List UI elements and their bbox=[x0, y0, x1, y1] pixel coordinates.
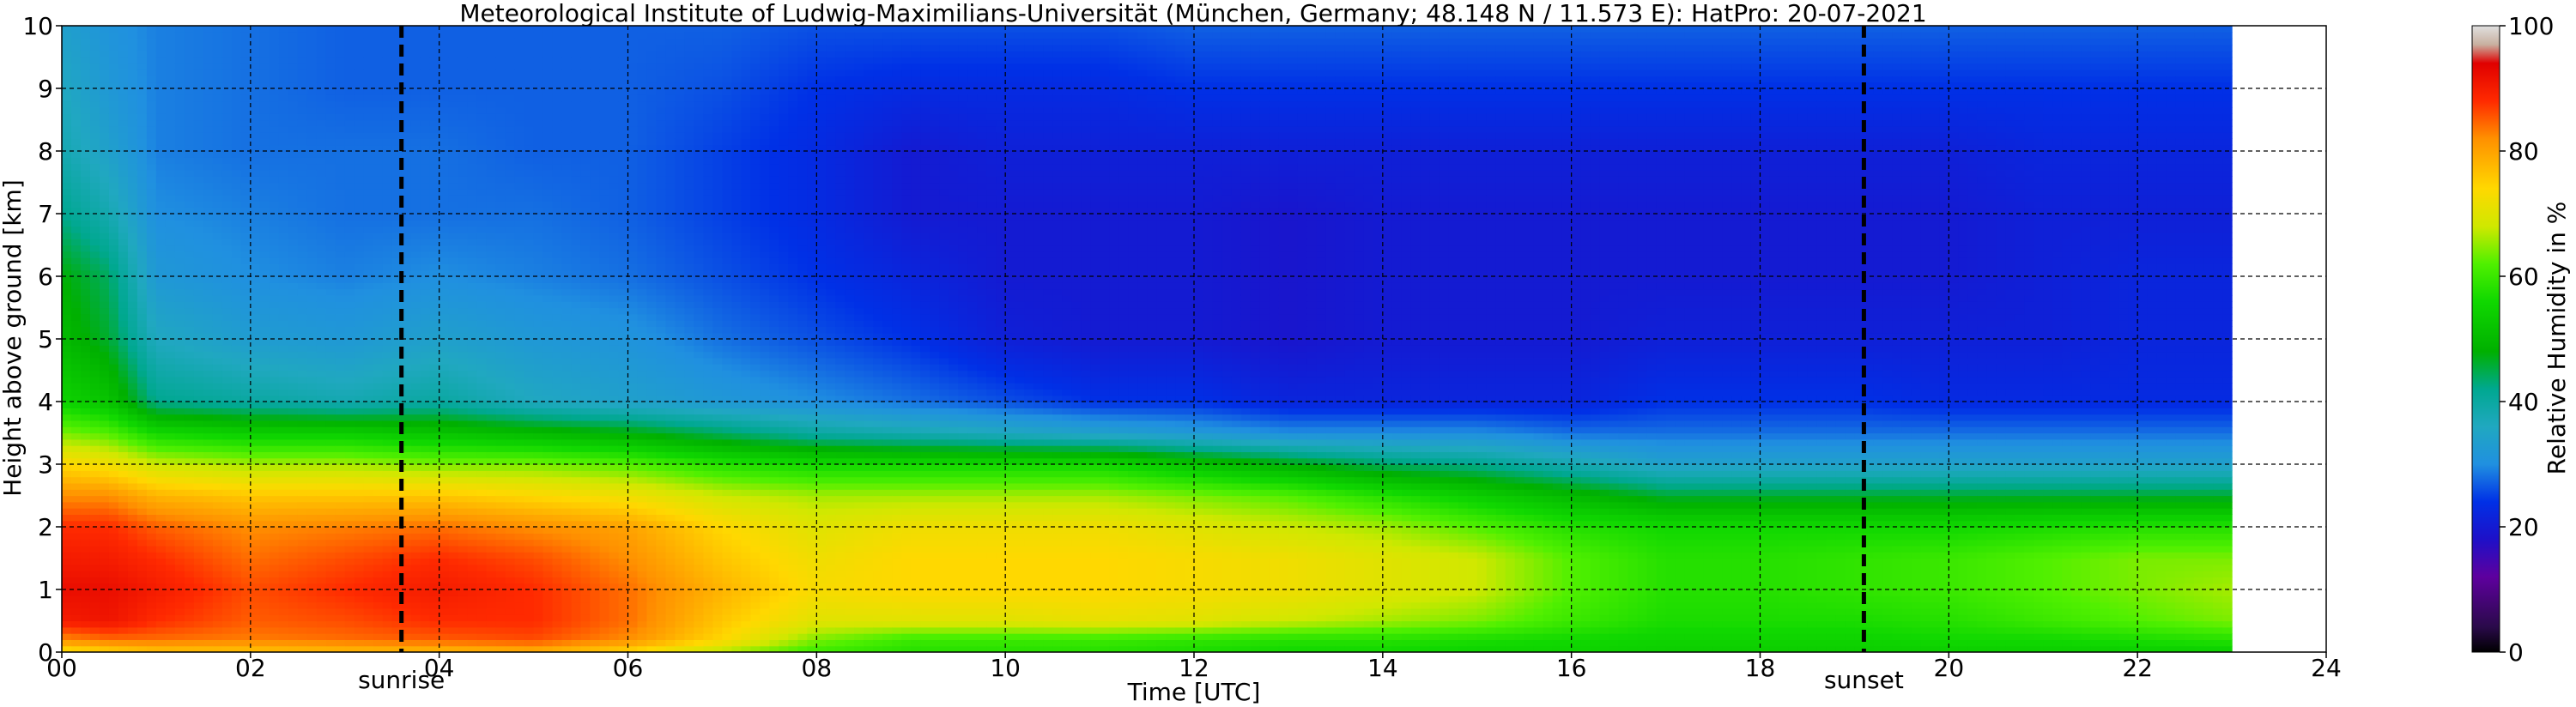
colorbar-ticks: 0 20 40 60 80 100 bbox=[2500, 12, 2554, 667]
colorbar-label: Relative Humidity in % bbox=[2543, 202, 2571, 475]
x-tick-label: 02 bbox=[235, 654, 266, 682]
event-markers: sunrise sunset bbox=[358, 26, 1904, 694]
x-tick-label: 06 bbox=[613, 654, 644, 682]
y-tick-label: 8 bbox=[38, 137, 53, 166]
y-tick-label: 10 bbox=[22, 12, 53, 40]
x-tick-label: 18 bbox=[1745, 654, 1776, 682]
colorbar-tick-label: 100 bbox=[2508, 12, 2554, 40]
x-tick-label: 16 bbox=[1556, 654, 1587, 682]
x-axis-label: Time [UTC] bbox=[1127, 678, 1261, 706]
y-tick-label: 6 bbox=[38, 263, 53, 291]
y-axis-ticks: 0 1 2 3 4 5 6 7 8 9 10 bbox=[22, 12, 62, 667]
y-tick-label: 9 bbox=[38, 75, 53, 103]
colorbar-tick-label: 20 bbox=[2508, 513, 2539, 541]
colorbar-tick-label: 80 bbox=[2508, 137, 2539, 166]
chart-title: Meteorological Institute of Ludwig-Maxim… bbox=[459, 0, 1926, 27]
x-tick-label: 08 bbox=[802, 654, 833, 682]
y-tick-label: 7 bbox=[38, 200, 53, 228]
x-tick-label: 10 bbox=[990, 654, 1021, 682]
x-tick-label: 14 bbox=[1367, 654, 1398, 682]
y-tick-label: 1 bbox=[38, 576, 53, 604]
y-tick-label: 3 bbox=[38, 450, 53, 479]
x-tick-label: 12 bbox=[1179, 654, 1209, 682]
grid bbox=[62, 26, 2326, 652]
x-tick-label: 00 bbox=[46, 654, 77, 682]
colorbar-tick-label: 60 bbox=[2508, 263, 2539, 291]
colorbar-tick-label: 0 bbox=[2508, 638, 2524, 667]
x-tick-label: 20 bbox=[1934, 654, 1965, 682]
heatmap bbox=[62, 26, 2233, 652]
y-tick-label: 5 bbox=[38, 325, 53, 354]
y-tick-label: 0 bbox=[38, 638, 53, 667]
x-axis-ticks: 00 02 04 06 08 10 12 14 16 18 20 22 24 bbox=[46, 652, 2342, 682]
event-label-sunrise: sunrise bbox=[358, 666, 445, 694]
colorbar-tick-label: 40 bbox=[2508, 388, 2539, 416]
x-tick-label: 04 bbox=[424, 654, 455, 682]
x-tick-label: 22 bbox=[2122, 654, 2153, 682]
colorbar bbox=[2471, 25, 2500, 653]
y-axis-label: Height above ground [km] bbox=[0, 179, 27, 497]
y-tick-label: 2 bbox=[38, 513, 53, 541]
x-tick-label: 24 bbox=[2311, 654, 2342, 682]
event-label-sunset: sunset bbox=[1824, 666, 1904, 694]
y-tick-label: 4 bbox=[38, 388, 53, 416]
